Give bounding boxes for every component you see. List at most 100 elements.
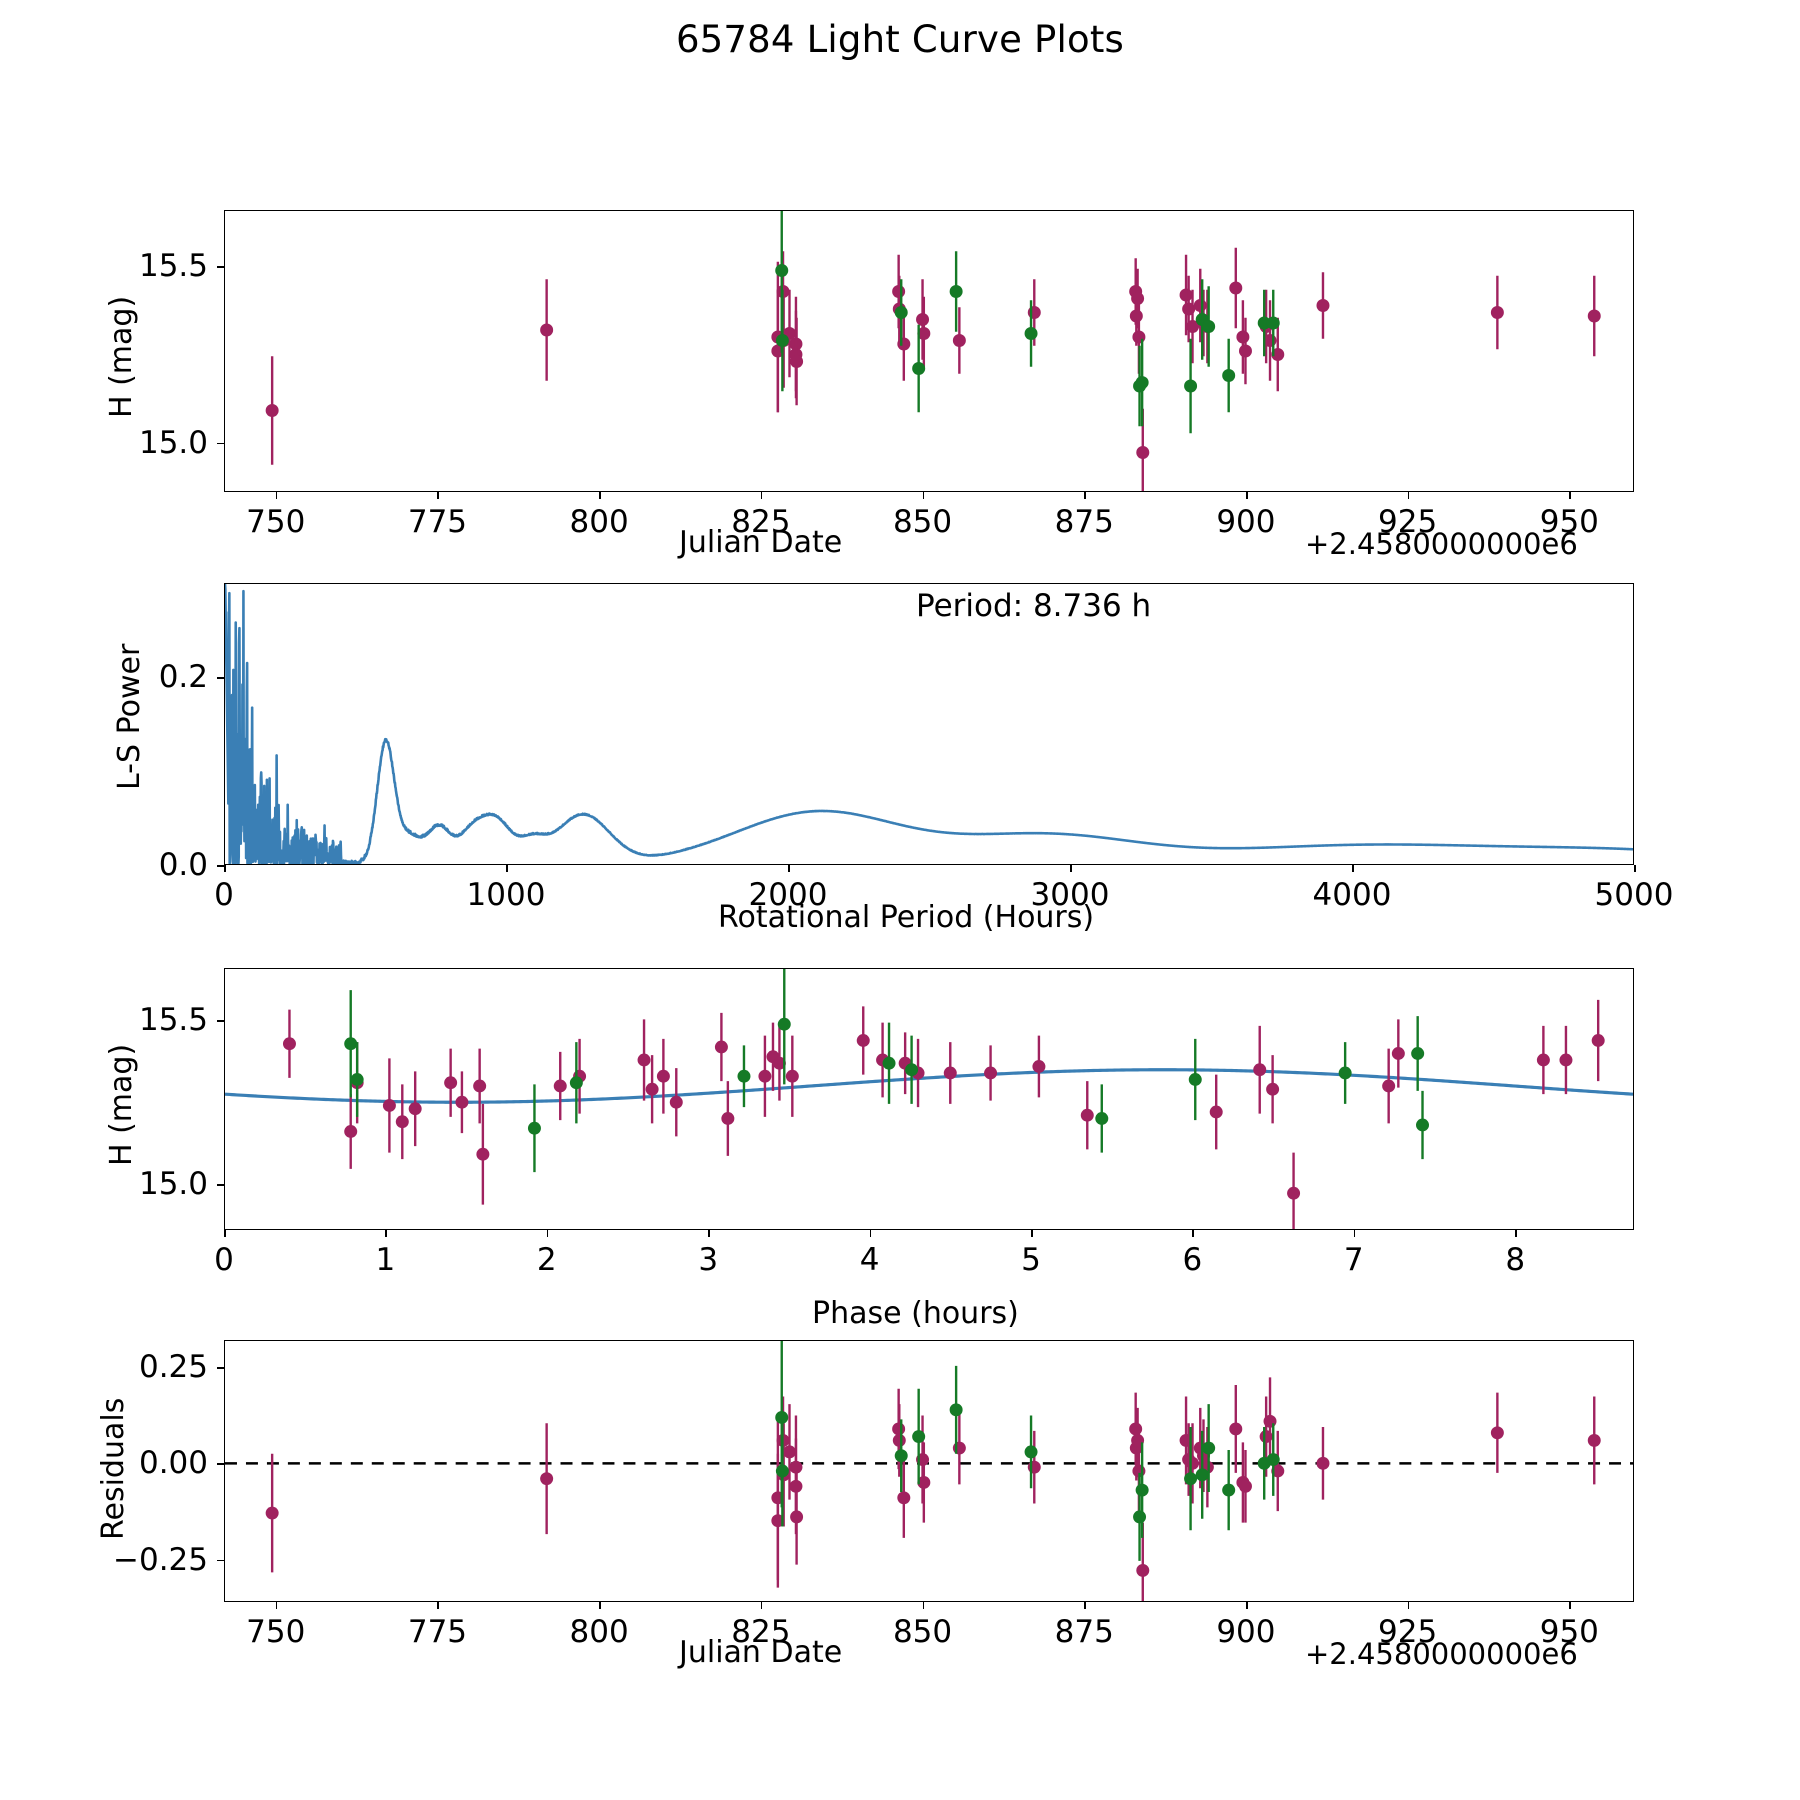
- x-tickmark: [1084, 1602, 1086, 1609]
- x-tick-label: 1000: [466, 877, 546, 913]
- phased-axes: [224, 968, 1634, 1230]
- panel-residuals: [224, 1340, 1634, 1602]
- x-tick-label: 900: [1216, 504, 1276, 540]
- x-tickmark: [1407, 492, 1410, 499]
- residuals-axes: [224, 1340, 1634, 1602]
- x-tickmark: [869, 1230, 872, 1237]
- x-tick-label: 4: [859, 1242, 880, 1278]
- x-tick-label: 4000: [1312, 877, 1392, 913]
- x-tickmark: [599, 492, 601, 499]
- lightcurve-ylabel: H (mag): [104, 295, 139, 418]
- periodogram-axes: [224, 583, 1634, 865]
- y-tickmark: [217, 1184, 224, 1186]
- x-tick-label: 2000: [748, 877, 828, 913]
- y-tickmark: [217, 1463, 224, 1465]
- page-title: 65784 Light Curve Plots: [675, 18, 1125, 61]
- x-tick-label: 775: [407, 1614, 468, 1650]
- x-tickmark: [922, 492, 925, 499]
- x-tick-label: 875: [1054, 1614, 1114, 1650]
- series-magenta-band: [282, 999, 1605, 1229]
- x-tick-label: 925: [1378, 504, 1438, 540]
- phased-plot-area: [225, 969, 1633, 1229]
- x-tick-label: 825: [731, 504, 791, 540]
- x-tick-label: 5: [1021, 1242, 1041, 1278]
- y-tickmark: [217, 677, 224, 679]
- x-tick-label: 900: [1216, 1614, 1276, 1650]
- panel-periodogram: [224, 583, 1634, 865]
- y-tickmark: [217, 1366, 224, 1369]
- periodogram-ylabel: L-S Power: [112, 643, 147, 790]
- x-tickmark: [385, 1230, 387, 1237]
- x-tick-label: 925: [1378, 1614, 1438, 1650]
- x-tickmark: [1634, 865, 1636, 872]
- periodogram-plot-area: [225, 584, 1633, 864]
- x-tickmark: [224, 865, 226, 872]
- x-tickmark: [1245, 1602, 1248, 1609]
- x-tickmark: [224, 1230, 226, 1237]
- residuals-plot-area: [225, 1341, 1633, 1601]
- y-tick-label: 0.2: [158, 659, 208, 695]
- x-tickmark: [437, 1602, 440, 1609]
- x-tick-label: 3000: [1030, 877, 1110, 913]
- y-tick-label: 15.5: [138, 1002, 208, 1039]
- x-tick-label: 2: [536, 1242, 557, 1278]
- period-annotation: Period: 8.736 h: [916, 588, 1152, 624]
- x-tickmark: [506, 865, 508, 872]
- x-tick-label: 5000: [1594, 877, 1674, 913]
- series-magenta-band: [265, 247, 1601, 491]
- series-green-band: [344, 969, 1429, 1173]
- x-tickmark: [1070, 865, 1072, 872]
- x-tickmark: [275, 1602, 278, 1609]
- residuals-ylabel: Residuals: [96, 1397, 131, 1540]
- lightcurve-plot-area: [265, 211, 1601, 491]
- panel-lightcurve: [224, 210, 1634, 492]
- x-tickmark: [546, 1230, 549, 1237]
- x-tick-label: 0: [214, 1242, 234, 1278]
- x-tickmark: [1569, 492, 1571, 499]
- y-tickmark: [217, 442, 224, 445]
- x-tickmark: [788, 865, 790, 872]
- y-tickmark: [217, 266, 224, 268]
- x-tickmark: [599, 1602, 601, 1609]
- y-tick-label: 0.0: [158, 847, 208, 883]
- y-tick-label: 15.0: [138, 1166, 208, 1203]
- x-tickmark: [1245, 492, 1248, 499]
- x-tick-label: 750: [246, 504, 306, 540]
- x-tick-label: 7: [1343, 1242, 1364, 1278]
- x-tickmark: [437, 492, 440, 499]
- x-tick-label: 950: [1539, 504, 1599, 540]
- x-tickmark: [275, 492, 278, 499]
- x-tickmark: [760, 492, 763, 499]
- x-tick-label: 950: [1539, 1614, 1599, 1650]
- x-tick-label: 1: [375, 1242, 396, 1278]
- x-tickmark: [1031, 1230, 1033, 1237]
- x-tick-label: 8: [1505, 1242, 1526, 1278]
- series-green-band: [775, 211, 1280, 434]
- y-tickmark: [217, 865, 224, 867]
- y-tickmark: [217, 1020, 224, 1022]
- x-tick-label: 800: [569, 1614, 629, 1650]
- panel-phased: [224, 968, 1634, 1230]
- residuals-offset-text: +2.4580000000e6: [1305, 1637, 1578, 1671]
- x-tick-label: 875: [1054, 504, 1114, 540]
- x-tickmark: [1192, 1230, 1194, 1237]
- x-tickmark: [1515, 1230, 1517, 1237]
- x-tickmark: [922, 1602, 925, 1609]
- series-green-band: [775, 1341, 1280, 1561]
- x-tickmark: [1407, 1602, 1410, 1609]
- series-magenta-band: [265, 1377, 1601, 1601]
- x-tick-label: 0: [214, 877, 234, 913]
- phased-ylabel: H (mag): [104, 1043, 139, 1166]
- x-tick-label: 850: [892, 504, 953, 540]
- residuals-xlabel: Julian Date: [679, 1635, 843, 1670]
- x-tick-label: 750: [246, 1614, 306, 1650]
- x-tick-label: 825: [731, 1614, 791, 1650]
- x-tick-label: 775: [407, 504, 468, 540]
- lightcurve-offset-text: +2.4580000000e6: [1305, 527, 1578, 561]
- x-tick-label: 3: [698, 1242, 719, 1278]
- x-tickmark: [1352, 865, 1354, 872]
- x-tickmark: [708, 1230, 710, 1237]
- x-tick-label: 800: [569, 504, 629, 540]
- y-tick-label: 0.00: [138, 1445, 208, 1482]
